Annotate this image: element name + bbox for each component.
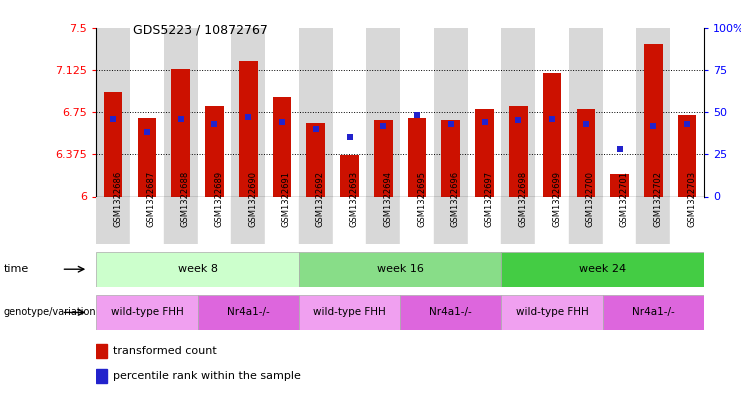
Bar: [299, 252, 502, 287]
Bar: [205, 107, 224, 196]
Bar: [602, 196, 637, 244]
Bar: [273, 97, 291, 196]
Text: transformed count: transformed count: [113, 346, 217, 356]
Bar: [366, 196, 400, 244]
Bar: [299, 28, 333, 196]
Bar: [475, 108, 494, 196]
Text: Nr4a1-/-: Nr4a1-/-: [632, 307, 675, 318]
Bar: [509, 107, 528, 196]
Bar: [434, 28, 468, 196]
Text: GSM1322688: GSM1322688: [181, 171, 190, 227]
Text: GSM1322693: GSM1322693: [350, 171, 359, 227]
Bar: [231, 196, 265, 244]
Bar: [678, 116, 697, 196]
Text: week 24: week 24: [579, 264, 626, 274]
Bar: [644, 44, 662, 196]
Bar: [569, 196, 602, 244]
Bar: [164, 196, 198, 244]
Bar: [198, 196, 231, 244]
Text: GSM1322699: GSM1322699: [552, 171, 561, 227]
Bar: [602, 295, 704, 330]
Text: GSM1322689: GSM1322689: [214, 171, 224, 227]
Bar: [408, 118, 426, 196]
Bar: [502, 196, 535, 244]
Text: time: time: [4, 264, 29, 274]
Bar: [299, 295, 400, 330]
Bar: [670, 196, 704, 244]
Text: GSM1322701: GSM1322701: [619, 171, 628, 227]
Bar: [535, 196, 569, 244]
Text: GSM1322698: GSM1322698: [518, 171, 528, 227]
Text: genotype/variation: genotype/variation: [4, 307, 96, 318]
Bar: [164, 28, 198, 196]
Bar: [96, 295, 198, 330]
Bar: [576, 108, 595, 196]
Text: wild-type FHH: wild-type FHH: [313, 307, 386, 318]
Bar: [307, 123, 325, 196]
Bar: [231, 28, 265, 196]
Bar: [442, 120, 460, 196]
Text: GSM1322702: GSM1322702: [654, 171, 662, 227]
Text: week 8: week 8: [178, 264, 218, 274]
Text: Nr4a1-/-: Nr4a1-/-: [429, 307, 472, 318]
Bar: [299, 196, 333, 244]
Bar: [542, 73, 562, 196]
Bar: [96, 344, 107, 358]
Bar: [637, 28, 670, 196]
Text: GDS5223 / 10872767: GDS5223 / 10872767: [133, 24, 268, 37]
Bar: [502, 252, 704, 287]
Bar: [104, 92, 122, 196]
Bar: [333, 196, 366, 244]
Bar: [502, 28, 535, 196]
Text: Nr4a1-/-: Nr4a1-/-: [227, 307, 270, 318]
Bar: [265, 196, 299, 244]
Bar: [130, 196, 164, 244]
Text: wild-type FHH: wild-type FHH: [110, 307, 183, 318]
Text: GSM1322687: GSM1322687: [147, 171, 156, 227]
Text: GSM1322696: GSM1322696: [451, 171, 459, 227]
Bar: [96, 196, 130, 244]
Bar: [239, 61, 258, 196]
Text: GSM1322700: GSM1322700: [586, 171, 595, 227]
Text: percentile rank within the sample: percentile rank within the sample: [113, 371, 301, 381]
Text: GSM1322692: GSM1322692: [316, 171, 325, 227]
Bar: [138, 118, 156, 196]
Text: GSM1322690: GSM1322690: [248, 171, 257, 227]
Bar: [468, 196, 502, 244]
Text: week 16: week 16: [376, 264, 424, 274]
Bar: [171, 69, 190, 196]
Text: GSM1322691: GSM1322691: [282, 171, 291, 227]
Bar: [96, 369, 107, 383]
Bar: [637, 196, 670, 244]
Text: GSM1322697: GSM1322697: [485, 171, 494, 227]
Bar: [569, 28, 602, 196]
Bar: [434, 196, 468, 244]
Text: GSM1322686: GSM1322686: [113, 171, 122, 227]
Bar: [340, 155, 359, 196]
Bar: [198, 295, 299, 330]
Bar: [96, 28, 130, 196]
Bar: [400, 295, 502, 330]
Text: wild-type FHH: wild-type FHH: [516, 307, 588, 318]
Text: GSM1322695: GSM1322695: [417, 171, 426, 227]
Bar: [400, 196, 434, 244]
Bar: [366, 28, 400, 196]
Text: GSM1322694: GSM1322694: [383, 171, 392, 227]
Bar: [502, 295, 602, 330]
Text: GSM1322703: GSM1322703: [687, 171, 696, 227]
Bar: [374, 120, 393, 196]
Bar: [611, 174, 629, 196]
Bar: [96, 252, 299, 287]
